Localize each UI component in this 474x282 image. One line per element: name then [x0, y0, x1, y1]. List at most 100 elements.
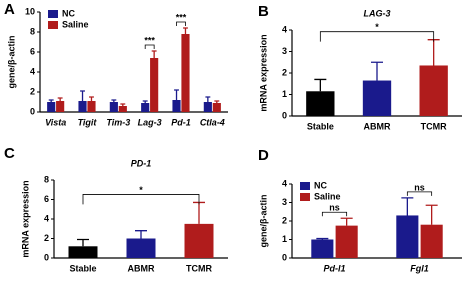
error-bar [371, 61, 383, 81]
error-bar [205, 96, 211, 102]
x-tick-label: Pd-1 [171, 117, 191, 127]
bar [118, 106, 127, 112]
error-bar [57, 97, 63, 101]
significance-bracket [82, 194, 200, 205]
error-bar [111, 99, 117, 102]
bar [56, 101, 65, 112]
bar [150, 58, 159, 112]
error-bar [401, 197, 414, 216]
panel-letter: B [258, 3, 269, 20]
legend-label: NC [62, 8, 75, 18]
bar [172, 100, 181, 112]
x-tick-label: Vista [45, 117, 66, 127]
y-tick-label: 0 [282, 110, 287, 120]
significance-label: ns [414, 182, 425, 192]
y-tick-label: 2 [282, 215, 287, 225]
bar [68, 246, 98, 258]
y-tick-label: 0 [282, 252, 287, 262]
x-tick-label: TCMR [421, 121, 447, 131]
y-tick-label: 4 [282, 24, 287, 34]
x-tick-label: Fgl1 [410, 263, 429, 273]
bar [47, 102, 56, 112]
y-tick-label: 10 [25, 6, 35, 16]
x-tick-label: Stable [307, 121, 334, 131]
significance-label: *** [176, 12, 187, 22]
y-tick-label: 6 [30, 46, 35, 56]
error-bar [314, 78, 327, 92]
y-axis-label: gene/β-actin [6, 35, 16, 88]
significance-bracket [176, 21, 186, 26]
bar [420, 224, 443, 258]
legend-label: Saline [314, 191, 341, 201]
bar [212, 103, 221, 112]
legend-swatch [48, 21, 58, 29]
bar [311, 239, 334, 258]
significance-bracket [144, 44, 155, 49]
significance-label: * [375, 22, 379, 32]
error-bar [340, 217, 353, 226]
y-axis-label: mRNA expression [258, 34, 268, 111]
x-tick-label: ABMR [364, 121, 391, 131]
y-tick-label: 1 [282, 234, 287, 244]
legend-swatch [48, 10, 58, 18]
bar [141, 103, 150, 112]
error-bar [425, 204, 438, 225]
error-bar [48, 99, 54, 102]
x-tick-label: Stable [69, 263, 96, 273]
legend-swatch [300, 193, 310, 201]
error-bar [427, 39, 440, 66]
error-bar [193, 201, 205, 224]
panel-letter: D [258, 147, 269, 164]
x-tick-label: ABMR [128, 263, 155, 273]
y-tick-label: 0 [30, 106, 35, 116]
bar [78, 101, 87, 112]
y-tick-label: 3 [282, 197, 287, 207]
legend-label: Saline [62, 19, 89, 29]
bar [203, 102, 212, 112]
y-axis-label: gene/β-actin [258, 194, 268, 247]
y-tick-label: 4 [44, 213, 49, 223]
error-bar [135, 230, 147, 239]
significance-label: *** [144, 35, 155, 45]
y-tick-label: 2 [282, 67, 287, 77]
y-tick-label: 0 [44, 252, 49, 262]
y-tick-label: 8 [44, 174, 49, 184]
bar [362, 80, 392, 116]
chart-title: PD-1 [131, 158, 152, 168]
x-tick-label: Pd-l1 [323, 263, 345, 273]
bar [109, 102, 118, 112]
y-tick-label: 4 [282, 178, 287, 188]
bar [184, 223, 214, 258]
error-bar [214, 100, 220, 103]
error-bar [120, 103, 126, 106]
y-axis-label: mRNA expression [20, 180, 30, 257]
error-bar [142, 100, 148, 103]
chart-title: LAG-3 [364, 8, 391, 18]
panel-letter: C [4, 145, 15, 162]
error-bar [80, 90, 85, 101]
error-bar [174, 89, 179, 100]
bar [181, 34, 190, 112]
significance-bracket [321, 211, 348, 217]
y-tick-label: 2 [44, 233, 49, 243]
y-tick-label: 6 [44, 194, 49, 204]
x-tick-label: Lag-3 [138, 117, 162, 127]
x-tick-label: Tigit [78, 117, 98, 127]
significance-label: * [139, 185, 143, 195]
error-bar [77, 238, 89, 247]
y-tick-label: 4 [30, 66, 35, 76]
x-tick-label: TCMR [186, 263, 212, 273]
legend-swatch [300, 182, 310, 190]
significance-bracket [406, 191, 433, 196]
bar [396, 215, 419, 258]
significance-bracket [319, 31, 435, 42]
y-tick-label: 2 [30, 86, 35, 96]
error-bar [316, 237, 329, 240]
bar [306, 91, 335, 116]
panel-letter: A [4, 1, 15, 18]
error-bar [183, 27, 188, 34]
y-tick-label: 8 [30, 26, 35, 36]
legend-label: NC [314, 180, 327, 190]
significance-label: ns [329, 203, 340, 213]
